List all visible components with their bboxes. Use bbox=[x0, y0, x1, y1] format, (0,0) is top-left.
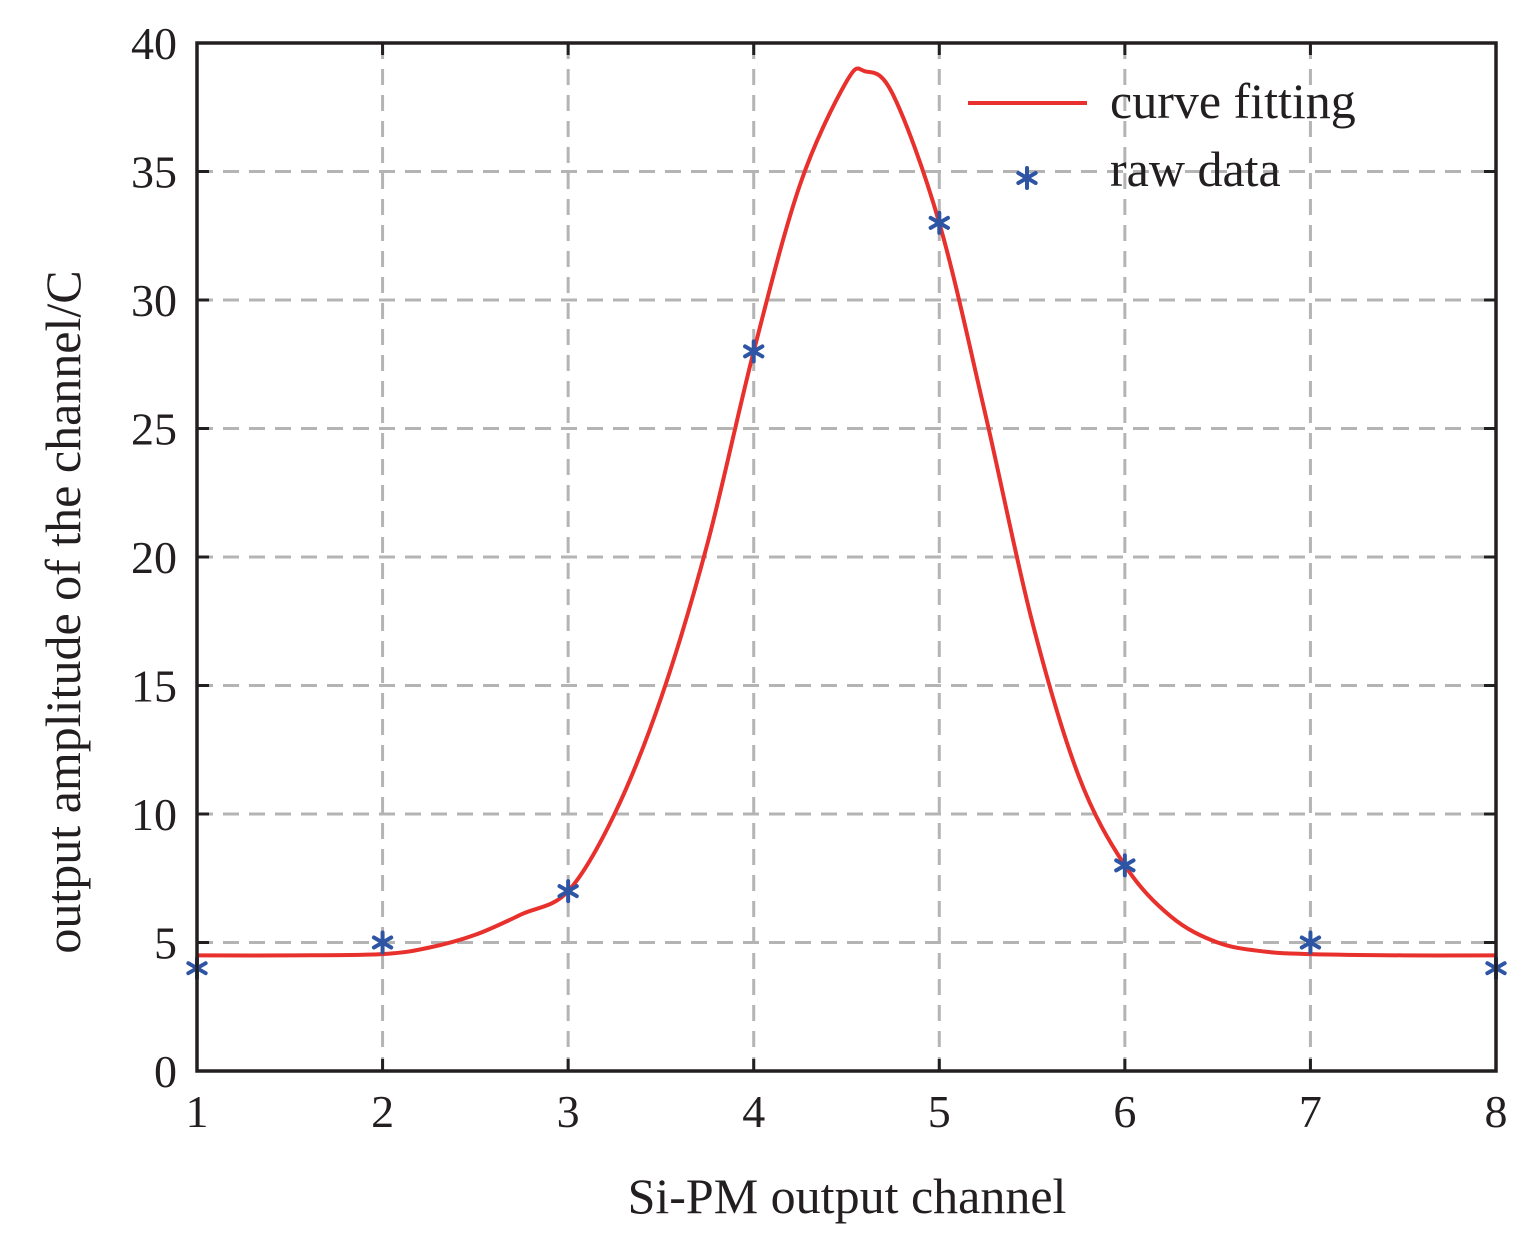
series-line-curve-fitting bbox=[196, 66, 1497, 958]
y-tick-label: 30 bbox=[131, 275, 177, 326]
legend-asterisk-marker bbox=[1016, 166, 1038, 190]
tick-labels: 1 2 3 4 5 6 7 8 0 5 10 15 20 25 30 35 40 bbox=[131, 18, 1508, 1137]
x-tick-label: 1 bbox=[186, 1086, 209, 1137]
data-point-raw bbox=[928, 210, 950, 235]
y-tick-label: 0 bbox=[154, 1046, 177, 1097]
x-tick-label: 8 bbox=[1485, 1086, 1508, 1137]
data-point-raw bbox=[557, 879, 579, 904]
y-tick-label: 35 bbox=[131, 147, 177, 198]
y-tick-label: 10 bbox=[131, 789, 177, 840]
grid-lines bbox=[197, 43, 1496, 1071]
asterisk-stroke bbox=[371, 935, 394, 950]
legend-asterisk bbox=[1016, 166, 1038, 190]
x-tick-label: 5 bbox=[928, 1086, 951, 1137]
x-tick-label: 2 bbox=[371, 1086, 394, 1137]
y-tick-label: 40 bbox=[131, 18, 177, 69]
asterisk-stroke bbox=[928, 215, 950, 230]
x-axis-title: Si-PM output channel bbox=[628, 1168, 1067, 1224]
series-layer bbox=[186, 66, 1507, 981]
x-tick-label: 4 bbox=[742, 1086, 765, 1137]
asterisk-stroke bbox=[557, 884, 579, 899]
y-tick-label: 20 bbox=[131, 532, 177, 583]
data-point-raw bbox=[371, 930, 394, 955]
x-tick-label: 7 bbox=[1299, 1086, 1322, 1137]
y-tick-label: 15 bbox=[131, 661, 177, 712]
data-point-raw bbox=[743, 339, 765, 364]
data-point-raw bbox=[1299, 930, 1322, 955]
x-tick-label: 6 bbox=[1113, 1086, 1136, 1137]
y-tick-label: 5 bbox=[154, 918, 177, 969]
legend: curve fitting raw data bbox=[968, 73, 1356, 197]
legend-label-curve-fitting: curve fitting bbox=[1110, 73, 1356, 129]
x-tick-label: 3 bbox=[557, 1086, 580, 1137]
legend-label-raw-data: raw data bbox=[1110, 141, 1281, 197]
data-point-raw bbox=[1114, 853, 1136, 878]
plot-frame bbox=[195, 41, 1498, 1073]
asterisk-stroke bbox=[1299, 935, 1322, 950]
y-tick-label: 25 bbox=[131, 404, 177, 455]
asterisk-stroke bbox=[1016, 171, 1038, 185]
y-axis-title: output amplitude of the channel/C bbox=[35, 270, 91, 953]
asterisk-stroke bbox=[743, 344, 765, 359]
asterisk-stroke bbox=[1114, 858, 1136, 873]
